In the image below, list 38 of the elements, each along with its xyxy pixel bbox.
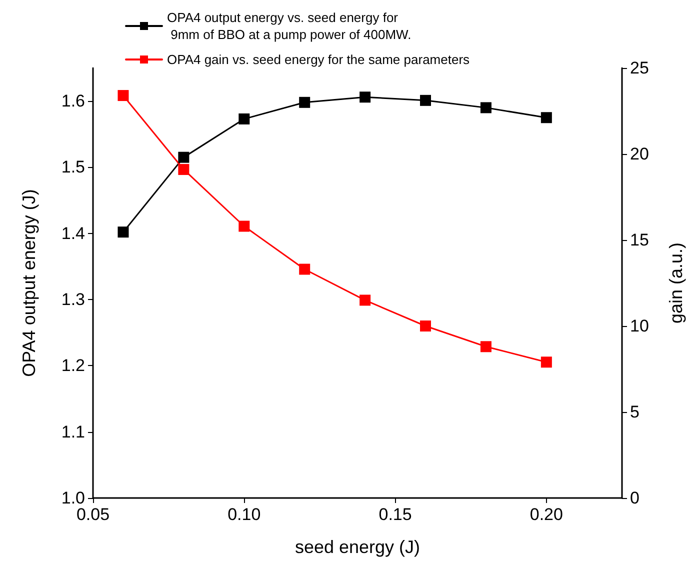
point — [178, 152, 190, 163]
point — [178, 164, 190, 175]
point — [299, 264, 310, 275]
y2-tick-label: 15 — [630, 230, 649, 250]
y2-tick-label: 0 — [630, 488, 640, 508]
point — [299, 96, 310, 108]
y-tick-label: 1.2 — [61, 356, 85, 376]
y-axis-title: OPA4 output energy (J) — [19, 189, 39, 377]
y-tick-label: 1.6 — [61, 92, 85, 111]
point — [238, 113, 250, 124]
point — [420, 94, 432, 106]
legend-label: OPA4 gain vs. seed energy for the same parameters — [167, 52, 470, 67]
point — [118, 90, 129, 102]
y2-tick-label: 20 — [630, 144, 649, 164]
point — [360, 92, 371, 103]
x-tick-label: 0.20 — [530, 505, 563, 524]
legend-label: OPA4 output energy vs. seed energy for 9mm of BBO at a pump power of 400MW. — [167, 10, 412, 42]
y2-tick-label: 25 — [630, 58, 649, 78]
x-tick-label: 0.05 — [76, 505, 110, 524]
y2-axis-title: gain (a.u.) — [666, 242, 686, 324]
x-tick-label: 0.15 — [378, 505, 412, 524]
point — [540, 112, 552, 124]
point — [360, 294, 371, 306]
y-tick-label: 1.3 — [61, 290, 85, 310]
point — [540, 356, 552, 368]
y-tick-label: 1.5 — [61, 158, 85, 177]
y-tick-label: 1.1 — [61, 422, 85, 442]
y-tick-label: 1.0 — [61, 488, 85, 508]
point — [118, 226, 129, 238]
point — [420, 320, 432, 332]
y-tick-label: 1.4 — [61, 224, 85, 243]
y2-tick-label: 10 — [630, 316, 649, 336]
point — [480, 102, 492, 114]
point — [480, 341, 492, 352]
x-tick-label: 0.10 — [228, 505, 261, 524]
y2-tick-label: 5 — [630, 402, 640, 422]
x-axis-title: seed energy (J) — [294, 537, 420, 557]
point — [238, 220, 250, 232]
